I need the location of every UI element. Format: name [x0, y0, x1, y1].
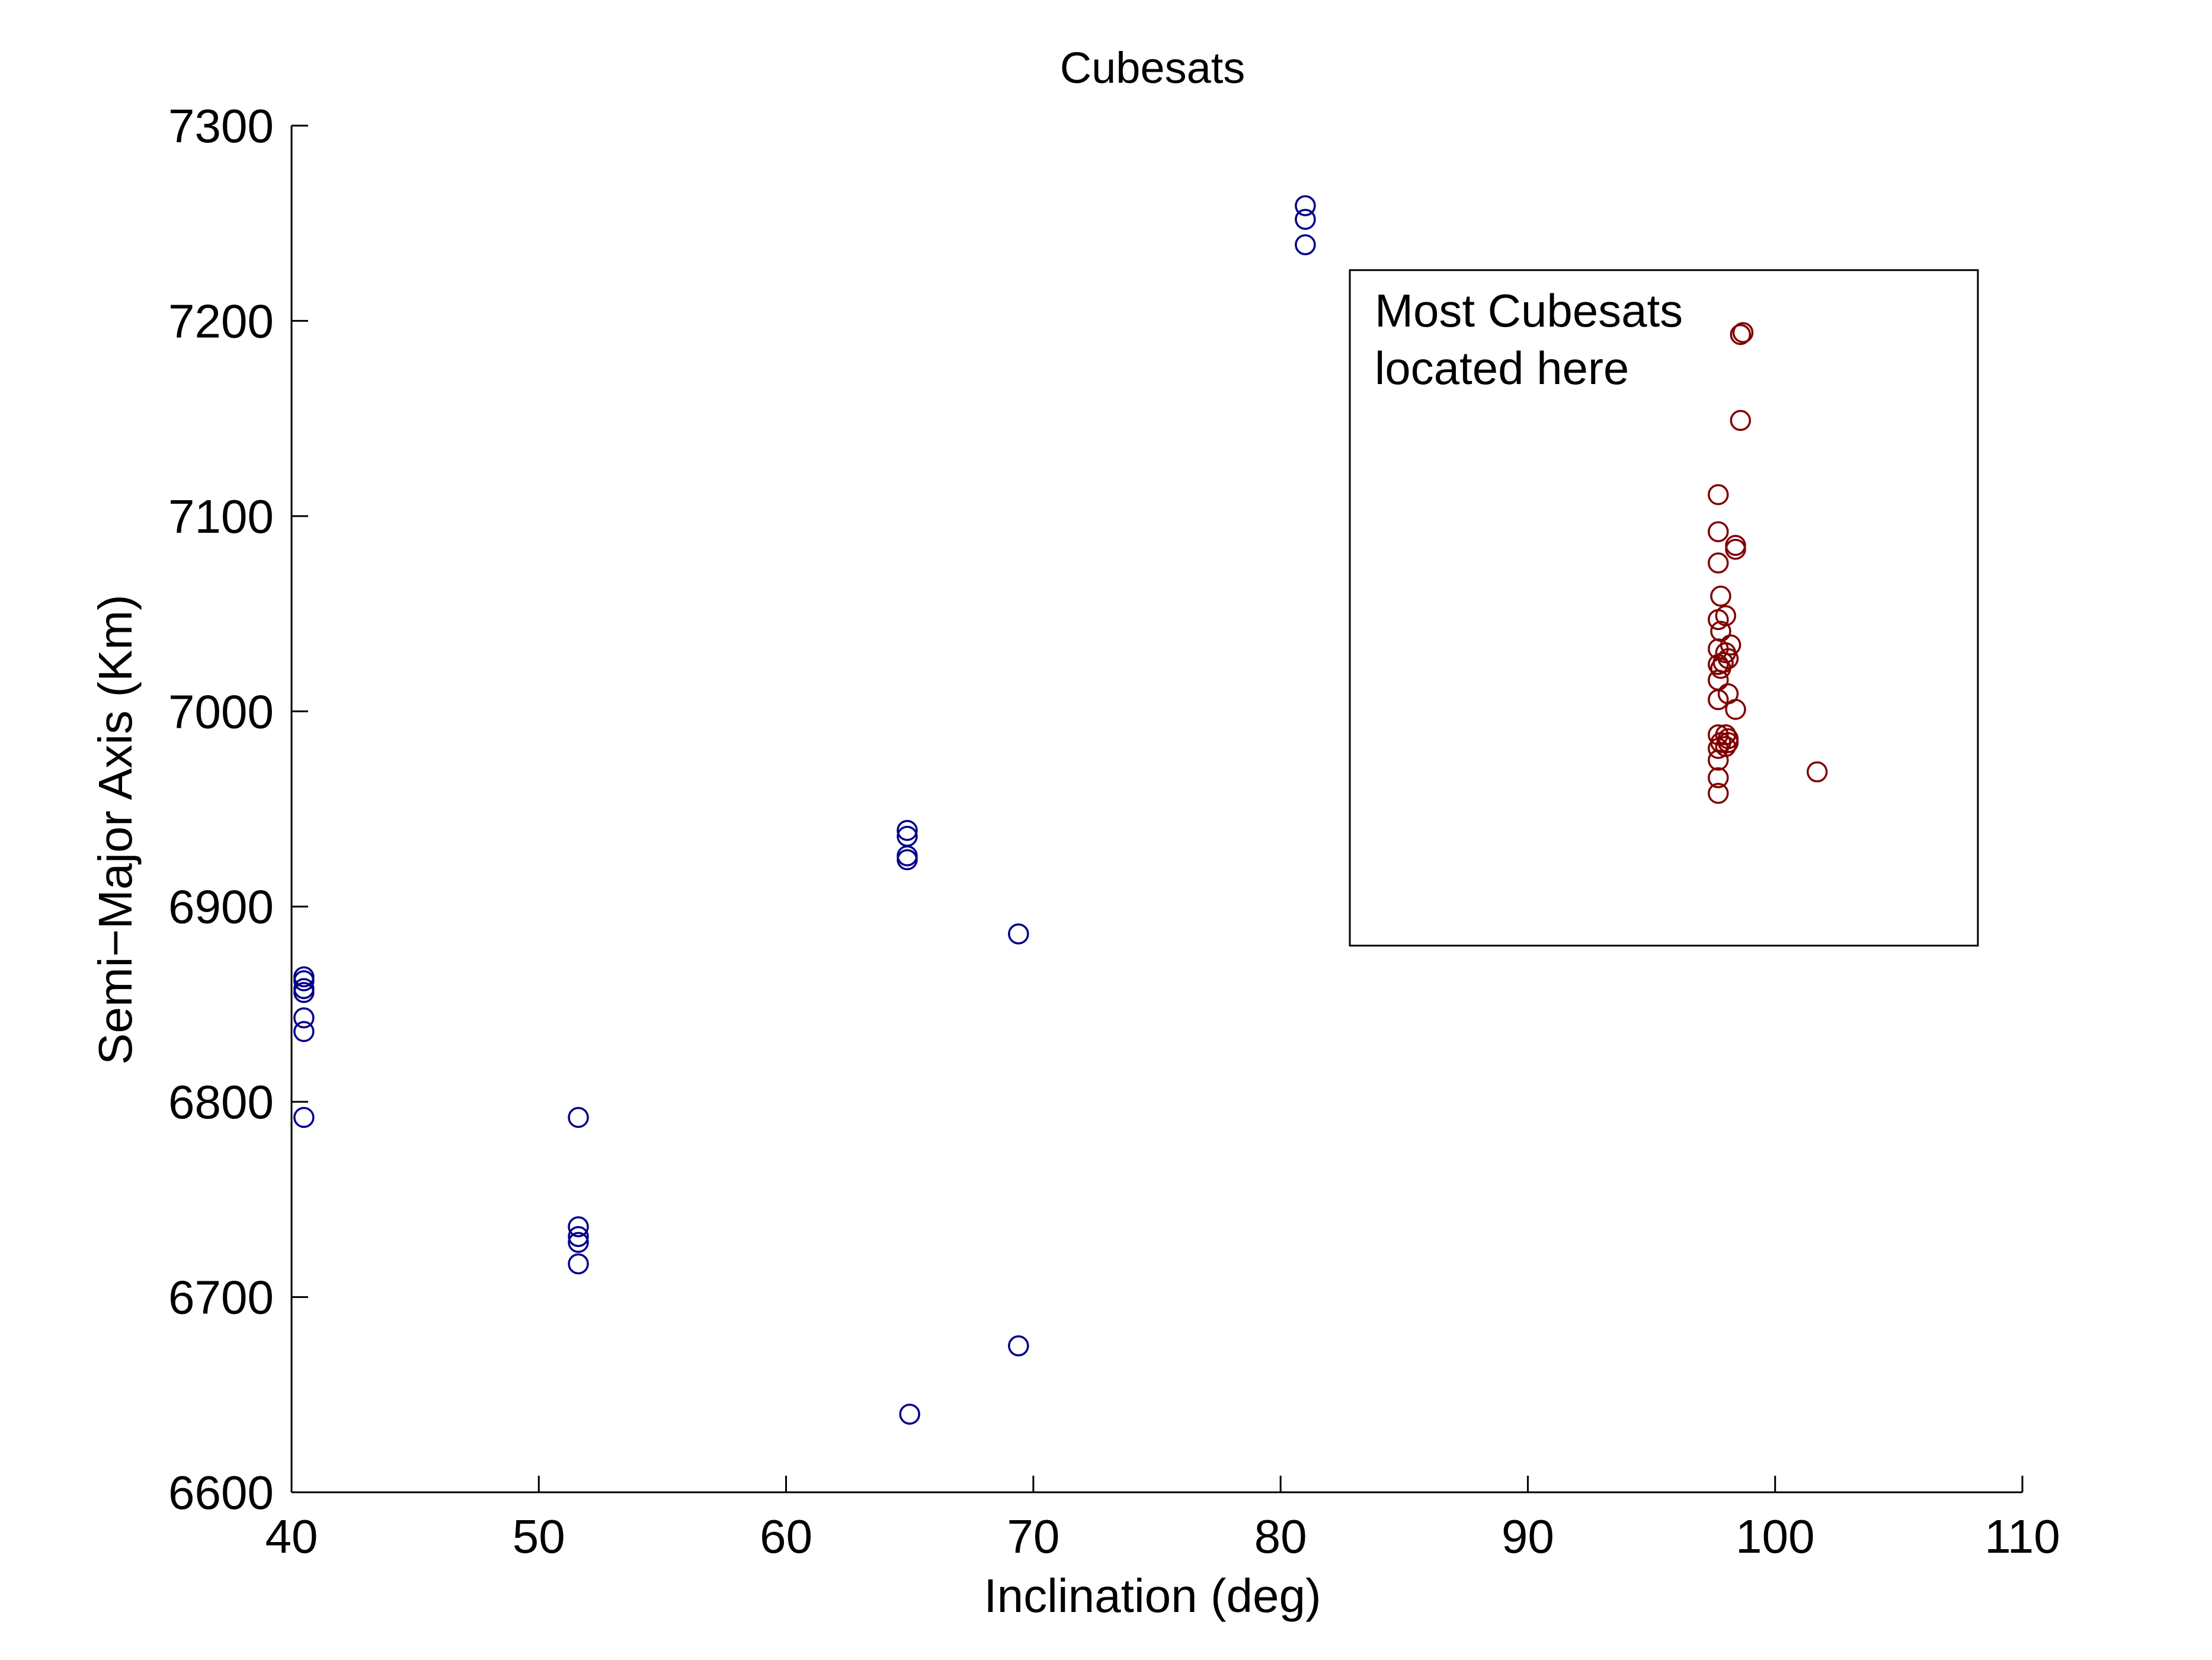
y-tick-label: 6600 [168, 1466, 274, 1519]
data-point-series-1 [568, 1253, 589, 1275]
data-point-series-2 [1710, 586, 1731, 607]
y-axis-label: Semi−Major Axis (Km) [89, 594, 142, 1064]
chart-title: Cubesats [1060, 43, 1246, 92]
data-point-series-1 [1008, 923, 1029, 945]
data-point-series-1 [1295, 209, 1316, 230]
y-tick-label: 6700 [168, 1271, 274, 1324]
data-point-series-2 [1710, 658, 1731, 679]
data-point-series-1 [568, 1106, 589, 1128]
x-axis-label: Inclination (deg) [984, 1569, 1321, 1622]
data-point-series-2 [1707, 738, 1729, 759]
data-point-series-1 [899, 1403, 920, 1425]
y-tick-label: 6900 [168, 881, 274, 933]
data-point-series-1 [897, 849, 918, 871]
data-point-series-2 [1732, 322, 1754, 343]
data-point-series-2 [1707, 782, 1729, 804]
x-tick-label: 60 [760, 1510, 812, 1563]
data-point-series-2 [1707, 654, 1729, 675]
data-point-series-1 [293, 970, 315, 991]
data-point-series-2 [1707, 484, 1729, 506]
x-tick-label: 80 [1254, 1510, 1307, 1563]
data-point-series-2 [1707, 749, 1729, 771]
x-tick-label: 50 [513, 1510, 565, 1563]
x-tick-label: 70 [1007, 1510, 1059, 1563]
data-point-series-2 [1730, 324, 1752, 346]
data-point-series-1 [1008, 1335, 1029, 1357]
data-point-series-1 [1295, 234, 1316, 255]
annotation-text-line-1: Most Cubesats [1375, 284, 1683, 337]
data-point-series-2 [1707, 552, 1729, 574]
axes: 40 50 60 70 80 90 100 110 6600 6700 6800 6900 7000 7… [168, 100, 2060, 1563]
y-axis-ticks: 6600 6700 6800 6900 7000 7100 7200 7300 [168, 100, 308, 1519]
x-tick-label: 110 [1984, 1510, 2060, 1563]
data-point-series-1 [293, 1007, 315, 1029]
x-tick-label: 90 [1502, 1510, 1554, 1563]
y-tick-label: 7300 [168, 100, 274, 152]
data-point-series-1 [293, 1106, 315, 1128]
data-point-series-2 [1725, 539, 1746, 560]
x-tick-label: 100 [1736, 1510, 1814, 1563]
data-point-series-2 [1707, 609, 1729, 631]
data-point-series-1 [1295, 195, 1316, 216]
data-point-series-2 [1707, 689, 1729, 711]
data-point-series-2 [1717, 732, 1739, 753]
data-point-series-1 [897, 820, 918, 841]
data-point-series-2 [1806, 761, 1828, 783]
data-point-series-1 [293, 981, 315, 1003]
y-tick-label: 7100 [168, 490, 274, 543]
annotation-text-line-2: located here [1375, 342, 1629, 394]
data-point-series-2 [1730, 410, 1752, 431]
annotation-box [1349, 269, 1979, 947]
data-point-series-1 [568, 1232, 589, 1253]
x-tick-label: 40 [265, 1510, 318, 1563]
y-tick-label: 7000 [168, 685, 274, 738]
y-tick-label: 7200 [168, 295, 274, 347]
data-point-series-1 [568, 1216, 589, 1237]
y-tick-label: 6800 [168, 1076, 274, 1128]
data-points [293, 195, 1828, 1425]
data-point-series-1 [293, 1021, 315, 1042]
data-point-series-2 [1725, 699, 1746, 720]
data-point-series-2 [1707, 521, 1729, 542]
data-point-series-2 [1707, 767, 1729, 789]
x-axis-ticks: 40 50 60 70 80 90 100 110 [265, 1476, 2060, 1563]
data-point-series-2 [1710, 620, 1731, 642]
data-point-series-1 [568, 1226, 589, 1248]
annotation: Most Cubesats located here [1349, 269, 1979, 947]
